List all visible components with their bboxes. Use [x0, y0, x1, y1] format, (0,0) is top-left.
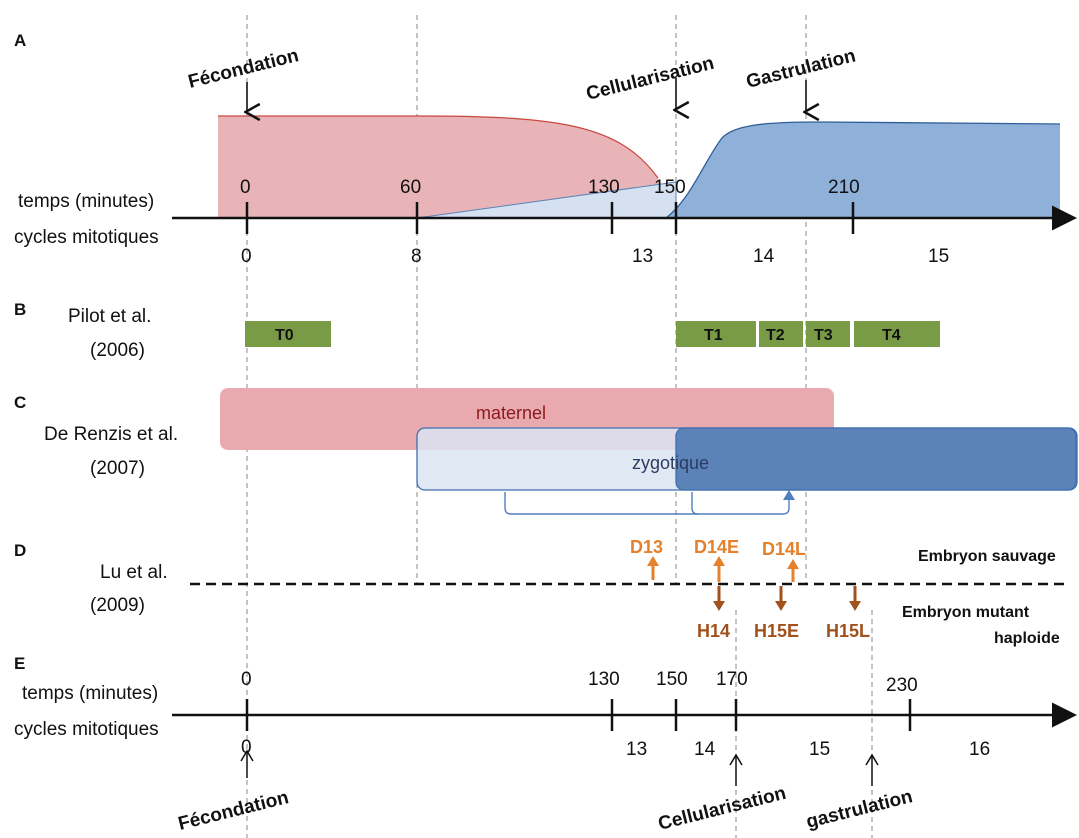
panel-letter-c: C	[14, 393, 26, 412]
phase-t2-label: T2	[766, 327, 785, 344]
time-tick-a-150: 150	[654, 177, 686, 198]
mutant-h14-label: H14	[697, 621, 730, 641]
lu-year: (2009)	[90, 595, 145, 616]
wild-embryo-label: Embryon sauvage	[918, 548, 1056, 565]
panel-letter-e: E	[14, 654, 25, 673]
cycle-axis-label-a: cycles mitotiques	[14, 227, 159, 248]
event-gastrulation-a: Gastrulation	[744, 45, 858, 92]
cycle-tick-a-15: 15	[928, 246, 949, 267]
cycle-axis-label-e: cycles mitotiques	[14, 719, 159, 740]
phase-t0-bar	[245, 321, 331, 347]
wild-d13-marker-head	[647, 556, 659, 566]
arrow-fecondation-e-head	[240, 749, 254, 762]
zygotic-bar-dark	[675, 427, 1077, 491]
wild-d14l-marker-head	[787, 559, 799, 569]
time-tick-e-130: 130	[588, 669, 620, 690]
phase-t4-label: T4	[882, 327, 901, 344]
event-fecondation-a: Fécondation	[186, 45, 301, 93]
maternal-expression-edge	[218, 115, 659, 179]
cycle-tick-a-0: 0	[241, 246, 252, 267]
arrow-gastrulation-e-head	[865, 753, 879, 766]
phase-t3-bar	[806, 321, 850, 347]
event-cellularisation-e: Cellularisation	[656, 783, 788, 835]
derenzis-author: De Renzis et al.	[44, 424, 178, 445]
phase-t0-label: T0	[275, 327, 294, 344]
wild-d14e-marker-head	[713, 556, 725, 566]
lu-author: Lu et al.	[100, 562, 168, 583]
mutant-h15l-marker-head	[849, 601, 861, 611]
wild-d13-label: D13	[630, 537, 663, 557]
time-tick-a-60: 60	[400, 177, 421, 198]
phase-t4-bar	[854, 321, 940, 347]
time-tick-e-0: 0	[241, 669, 252, 690]
pilot-phases	[245, 321, 940, 347]
wild-d14l-label: D14L	[762, 539, 806, 559]
wild-markers	[647, 556, 799, 582]
time-tick-e-230: 230	[886, 675, 918, 696]
zygotic-expression-edge	[665, 121, 1061, 219]
event-fecondation-e: Fécondation	[176, 787, 291, 835]
time-tick-a-0: 0	[240, 177, 251, 198]
mutant-markers	[713, 586, 861, 611]
time-axis-label-a: temps (minutes)	[18, 191, 154, 212]
mutant-embryo-label-1: Embryon mutant	[902, 604, 1030, 621]
pilot-year: (2006)	[90, 340, 145, 361]
event-cellularisation-a: Cellularisation	[584, 53, 716, 105]
cycle-tick-e-13: 13	[626, 739, 647, 760]
cycle-tick-a-8: 8	[411, 246, 422, 267]
panel-letter-b: B	[14, 300, 26, 319]
phase-t1-label: T1	[704, 327, 723, 344]
zygotic-shift-bracket-arrow	[504, 492, 790, 515]
maternal-expression-area	[218, 116, 668, 218]
cycle-tick-e-16: 16	[969, 739, 990, 760]
axis-e-ticks	[245, 699, 912, 731]
mutant-embryo-label-2: haploide	[994, 630, 1060, 647]
mutant-h15e-marker-head	[775, 601, 787, 611]
wild-d14e-label: D14E	[694, 537, 739, 557]
panel-letter-a: A	[14, 31, 26, 50]
zygotic-expression-area	[666, 122, 1060, 218]
zygotic-shift-arrowhead	[783, 490, 795, 500]
zygotic-shift-bracket-inner	[691, 492, 699, 515]
cycle-tick-a-13: 13	[632, 246, 653, 267]
maternal-bar-label: maternel	[476, 403, 546, 423]
phase-t1-bar	[676, 321, 756, 347]
cycle-tick-e-14: 14	[694, 739, 716, 760]
time-tick-a-130: 130	[588, 177, 620, 198]
event-gastrulation-e: gastrulation	[804, 786, 915, 833]
zygotic-bar-label: zygotique	[632, 453, 709, 473]
derenzis-year: (2007)	[90, 458, 145, 479]
cycle-tick-a-14: 14	[753, 246, 775, 267]
cycle-tick-e-0: 0	[241, 737, 252, 758]
arrow-cellularisation-e-head	[729, 753, 743, 766]
mutant-h15e-label: H15E	[754, 621, 799, 641]
mutant-h14-marker-head	[713, 601, 725, 611]
phase-t3-label: T3	[814, 327, 833, 344]
time-tick-e-170: 170	[716, 669, 748, 690]
time-tick-e-150: 150	[656, 669, 688, 690]
pilot-author: Pilot et al.	[68, 306, 151, 327]
cycle-tick-e-15: 15	[809, 739, 830, 760]
mutant-h15l-label: H15L	[826, 621, 870, 641]
phase-t2-bar	[759, 321, 803, 347]
time-tick-a-210: 210	[828, 177, 860, 198]
panel-letter-d: D	[14, 541, 26, 560]
axis-a-ticks	[245, 202, 855, 234]
time-axis-label-e: temps (minutes)	[22, 683, 158, 704]
